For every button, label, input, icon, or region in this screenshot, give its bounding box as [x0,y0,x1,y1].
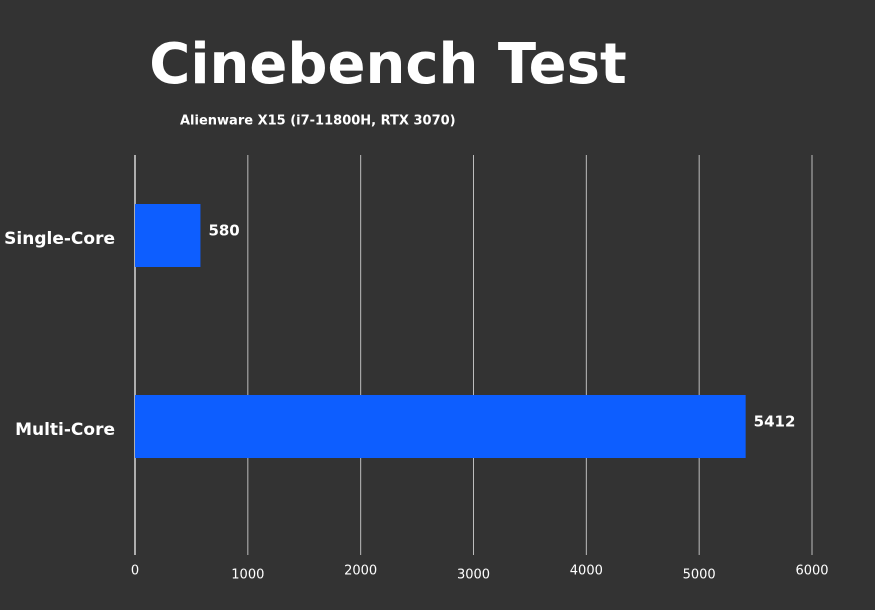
bar [135,204,201,267]
x-tick-label: 1000 [231,568,264,583]
value-label: 580 [208,222,239,240]
y-tick-label: Single-Core [4,229,115,249]
chart-title: Cinebench Test [149,32,626,97]
x-tick-label: 2000 [344,564,377,579]
bar [135,395,746,458]
x-tick-label: 4000 [570,564,603,579]
x-tick-label: 5000 [683,568,716,583]
x-tick-label: 6000 [795,564,828,579]
x-tick-label: 0 [131,564,139,579]
value-label: 5412 [754,413,796,431]
chart-subtitle: Alienware X15 (i7-11800H, RTX 3070) [180,114,456,129]
x-tick-label: 3000 [457,568,490,583]
y-tick-label: Multi-Core [15,420,115,440]
